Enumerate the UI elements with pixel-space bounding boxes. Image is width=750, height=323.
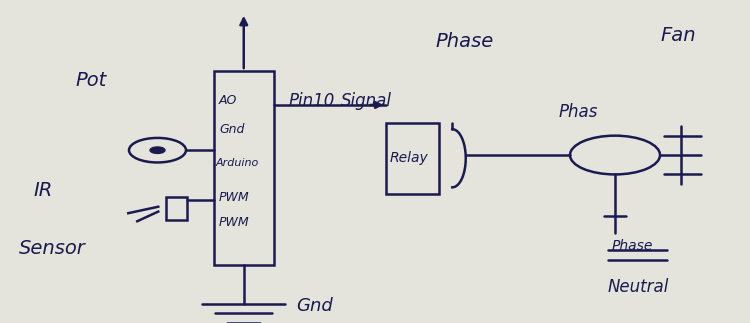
Circle shape — [150, 147, 165, 153]
Text: Relay: Relay — [390, 151, 429, 165]
Text: Pin10: Pin10 — [289, 92, 335, 110]
Text: AO: AO — [219, 94, 237, 107]
Text: Arduino: Arduino — [216, 158, 260, 168]
Text: IR: IR — [34, 181, 53, 200]
Text: Phase: Phase — [435, 32, 494, 51]
Bar — [166, 197, 187, 220]
Text: Phase: Phase — [611, 239, 652, 253]
Text: 5v: 5v — [257, 0, 281, 3]
Text: Pot: Pot — [75, 71, 106, 90]
Text: Gnd: Gnd — [219, 123, 245, 136]
Text: PWM: PWM — [219, 216, 250, 229]
Text: Gnd: Gnd — [296, 297, 333, 315]
Bar — [214, 71, 274, 265]
Text: Sensor: Sensor — [19, 239, 86, 258]
Text: Phas: Phas — [559, 103, 598, 121]
Text: PWM: PWM — [219, 191, 250, 203]
Bar — [386, 123, 439, 194]
Text: Signal: Signal — [341, 92, 392, 110]
Text: Neutral: Neutral — [608, 278, 669, 296]
Text: Fan: Fan — [660, 26, 696, 45]
